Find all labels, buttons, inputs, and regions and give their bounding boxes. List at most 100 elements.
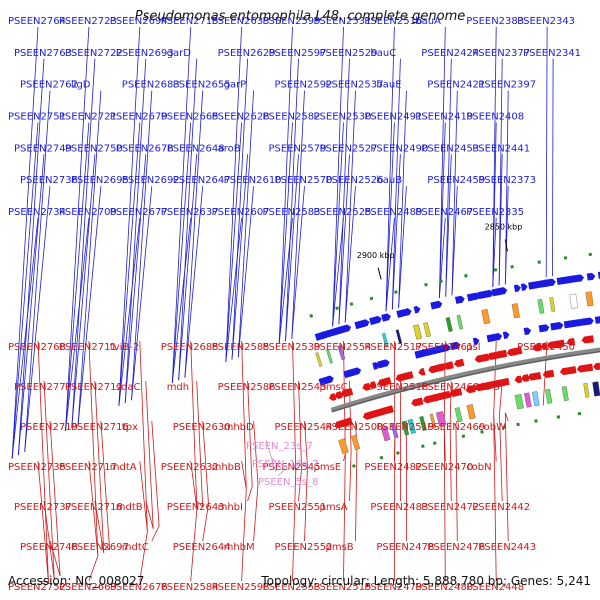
feature-arrow-4-5 bbox=[368, 381, 377, 389]
top-gene-label-60: PSEEN2453 bbox=[421, 143, 479, 154]
feature-arrow-0-34 bbox=[586, 272, 596, 281]
feature-block-1-23 bbox=[569, 293, 579, 309]
feature-arrow-5-14 bbox=[441, 390, 451, 399]
rna-label-2: PSEEN_5s_8 bbox=[258, 477, 318, 488]
bottom-gene-label-55: PSEEN2479 bbox=[364, 582, 422, 593]
backbone-arc bbox=[330, 347, 600, 413]
backbone-arc-edge bbox=[331, 351, 600, 413]
bottom-gene-label-13: PSEEN2669 bbox=[59, 582, 117, 593]
gc-tick-2-3 bbox=[369, 296, 374, 301]
bottom-gene-label-line-68 bbox=[504, 412, 509, 542]
feature-arrow-3-18 bbox=[502, 331, 510, 340]
bottom-gene-label-line-20 bbox=[139, 531, 148, 582]
top-gene-label-28: PSEEN2633 bbox=[212, 16, 270, 27]
feature-arrow-0-20 bbox=[466, 292, 481, 302]
top-gene-label-line-56 bbox=[439, 26, 446, 299]
top-gene-label-line-6 bbox=[11, 217, 39, 459]
top-gene-label-19: PSEEN2692 bbox=[122, 175, 180, 186]
top-gene-label-line-1 bbox=[18, 58, 45, 456]
rna-label-line-1 bbox=[271, 457, 282, 470]
feature-block-1-21 bbox=[549, 297, 556, 312]
gc-tick-7-4 bbox=[432, 441, 437, 446]
bottom-gene-label-68: PSEEN2443 bbox=[478, 542, 536, 553]
top-gene-label-line-10 bbox=[65, 122, 90, 432]
feature-arrow-4-0 bbox=[328, 393, 337, 401]
bottom-gene-label-67: PSEEN2442 bbox=[472, 502, 530, 513]
bottom-gene-label-70: PSEEN2450 bbox=[517, 342, 575, 353]
top-gene-label-line-20 bbox=[118, 217, 141, 406]
feature-arrow-0-13 bbox=[413, 305, 421, 314]
feature-block-1-20 bbox=[537, 298, 545, 314]
bottom-gene-label-line-27 bbox=[190, 509, 198, 582]
bottom-gene-label-line-31 bbox=[241, 460, 247, 489]
bottom-gene-label-line-56 bbox=[443, 340, 446, 427]
bottom-gene-label-line-57 bbox=[449, 380, 452, 426]
feature-arrow-0-12 bbox=[404, 308, 412, 316]
gc-tick-2-7 bbox=[464, 274, 468, 278]
top-gene-label-line-53 bbox=[391, 154, 401, 310]
bottom-gene-label-line-11 bbox=[94, 500, 105, 553]
top-gene-label-line-11 bbox=[71, 154, 96, 428]
top-gene-label-line-27 bbox=[171, 217, 192, 383]
feature-block-6-7 bbox=[407, 418, 416, 434]
feature-arrow-5-25 bbox=[527, 371, 542, 381]
bottom-gene-label-line-41 bbox=[292, 470, 297, 582]
top-gene-label-41: PSEEN2583 bbox=[263, 207, 321, 218]
top-gene-label-line-30 bbox=[237, 90, 254, 358]
bottom-gene-label-43: pmsC bbox=[320, 382, 348, 393]
feature-arrow-5-32 bbox=[583, 363, 594, 372]
top-gene-label-line-33 bbox=[237, 186, 254, 358]
gc-tick-7-1 bbox=[379, 455, 384, 460]
feature-arrow-4-18 bbox=[474, 353, 490, 363]
bottom-gene-label-line-15 bbox=[145, 380, 154, 529]
bottom-gene-label-61: PSEEN2476 bbox=[427, 542, 485, 553]
feature-arrow-4-27 bbox=[557, 339, 565, 348]
top-gene-label-2: PSEEN2762 bbox=[20, 80, 78, 91]
feature-arrow-3-25 bbox=[568, 318, 584, 328]
top-gene-label-line-0 bbox=[11, 26, 39, 459]
bottom-gene-label-6: PSEEN2752 bbox=[8, 582, 66, 593]
feature-arrow-0-9 bbox=[381, 313, 391, 322]
bottom-gene-label-47: pmsB bbox=[326, 542, 354, 553]
bottom-gene-label-58: PSEEN2469 bbox=[427, 422, 485, 433]
bottom-gene-label-29: PSEEN2586 bbox=[218, 382, 276, 393]
top-gene-label-line-54 bbox=[398, 186, 407, 308]
top-gene-label-61: PSEEN2459 bbox=[427, 175, 485, 186]
top-gene-label-16: PSEEN2683 bbox=[122, 80, 180, 91]
bottom-gene-label-34: PSEEN2598 bbox=[212, 582, 270, 593]
top-gene-label-39: PSEEN2579 bbox=[269, 143, 327, 154]
top-gene-label-line-38 bbox=[278, 122, 293, 344]
bottom-gene-label-69: PSEEN2448 bbox=[466, 582, 524, 593]
bottom-gene-label-line-7 bbox=[88, 340, 99, 556]
bottom-gene-label-23: PSEEN2630 bbox=[173, 422, 231, 433]
bottom-gene-label-line-22 bbox=[196, 380, 204, 507]
top-gene-label-20: PSEEN2677 bbox=[110, 207, 168, 218]
bottom-gene-label-33: mhbM bbox=[224, 542, 255, 553]
top-gene-label-50: bauC bbox=[370, 48, 396, 59]
bottom-gene-label-66: cobN bbox=[466, 462, 491, 473]
top-gene-label-65: PSEEN2397 bbox=[478, 80, 536, 91]
top-gene-label-line-18 bbox=[124, 154, 147, 404]
bottom-gene-label-4: PSEEN2737 bbox=[14, 502, 72, 513]
bottom-gene-label-48: PSEEN2515 bbox=[314, 582, 372, 593]
rna-label-0: PSEEN_23s_7 bbox=[246, 441, 313, 452]
top-gene-label-line-52 bbox=[385, 122, 395, 312]
bottom-gene-label-45: pmsE bbox=[314, 462, 342, 473]
feature-arrow-3-6 bbox=[377, 359, 390, 369]
feature-arrow-5-5 bbox=[369, 407, 385, 418]
bottom-gene-label-line-5 bbox=[49, 540, 61, 577]
feature-block-6-13 bbox=[466, 404, 476, 420]
top-gene-label-line-61 bbox=[451, 186, 458, 296]
top-gene-label-line-46 bbox=[338, 154, 350, 325]
top-gene-label-line-70 bbox=[545, 26, 548, 278]
feature-arrow-4-25 bbox=[540, 342, 548, 350]
bottom-gene-label-63: psl bbox=[466, 342, 480, 353]
bottom-gene-label-62: PSEEN2480 bbox=[415, 582, 473, 593]
gc-tick-7-0 bbox=[352, 464, 356, 468]
top-gene-label-line-32 bbox=[231, 154, 248, 360]
top-gene-label-line-24 bbox=[171, 122, 192, 383]
feature-arrow-4-24 bbox=[532, 343, 542, 352]
top-gene-label-53: PSEEN2490 bbox=[370, 143, 428, 154]
gc-tick-7-7 bbox=[502, 425, 507, 429]
bottom-gene-label-64: sda-3 bbox=[472, 382, 500, 393]
